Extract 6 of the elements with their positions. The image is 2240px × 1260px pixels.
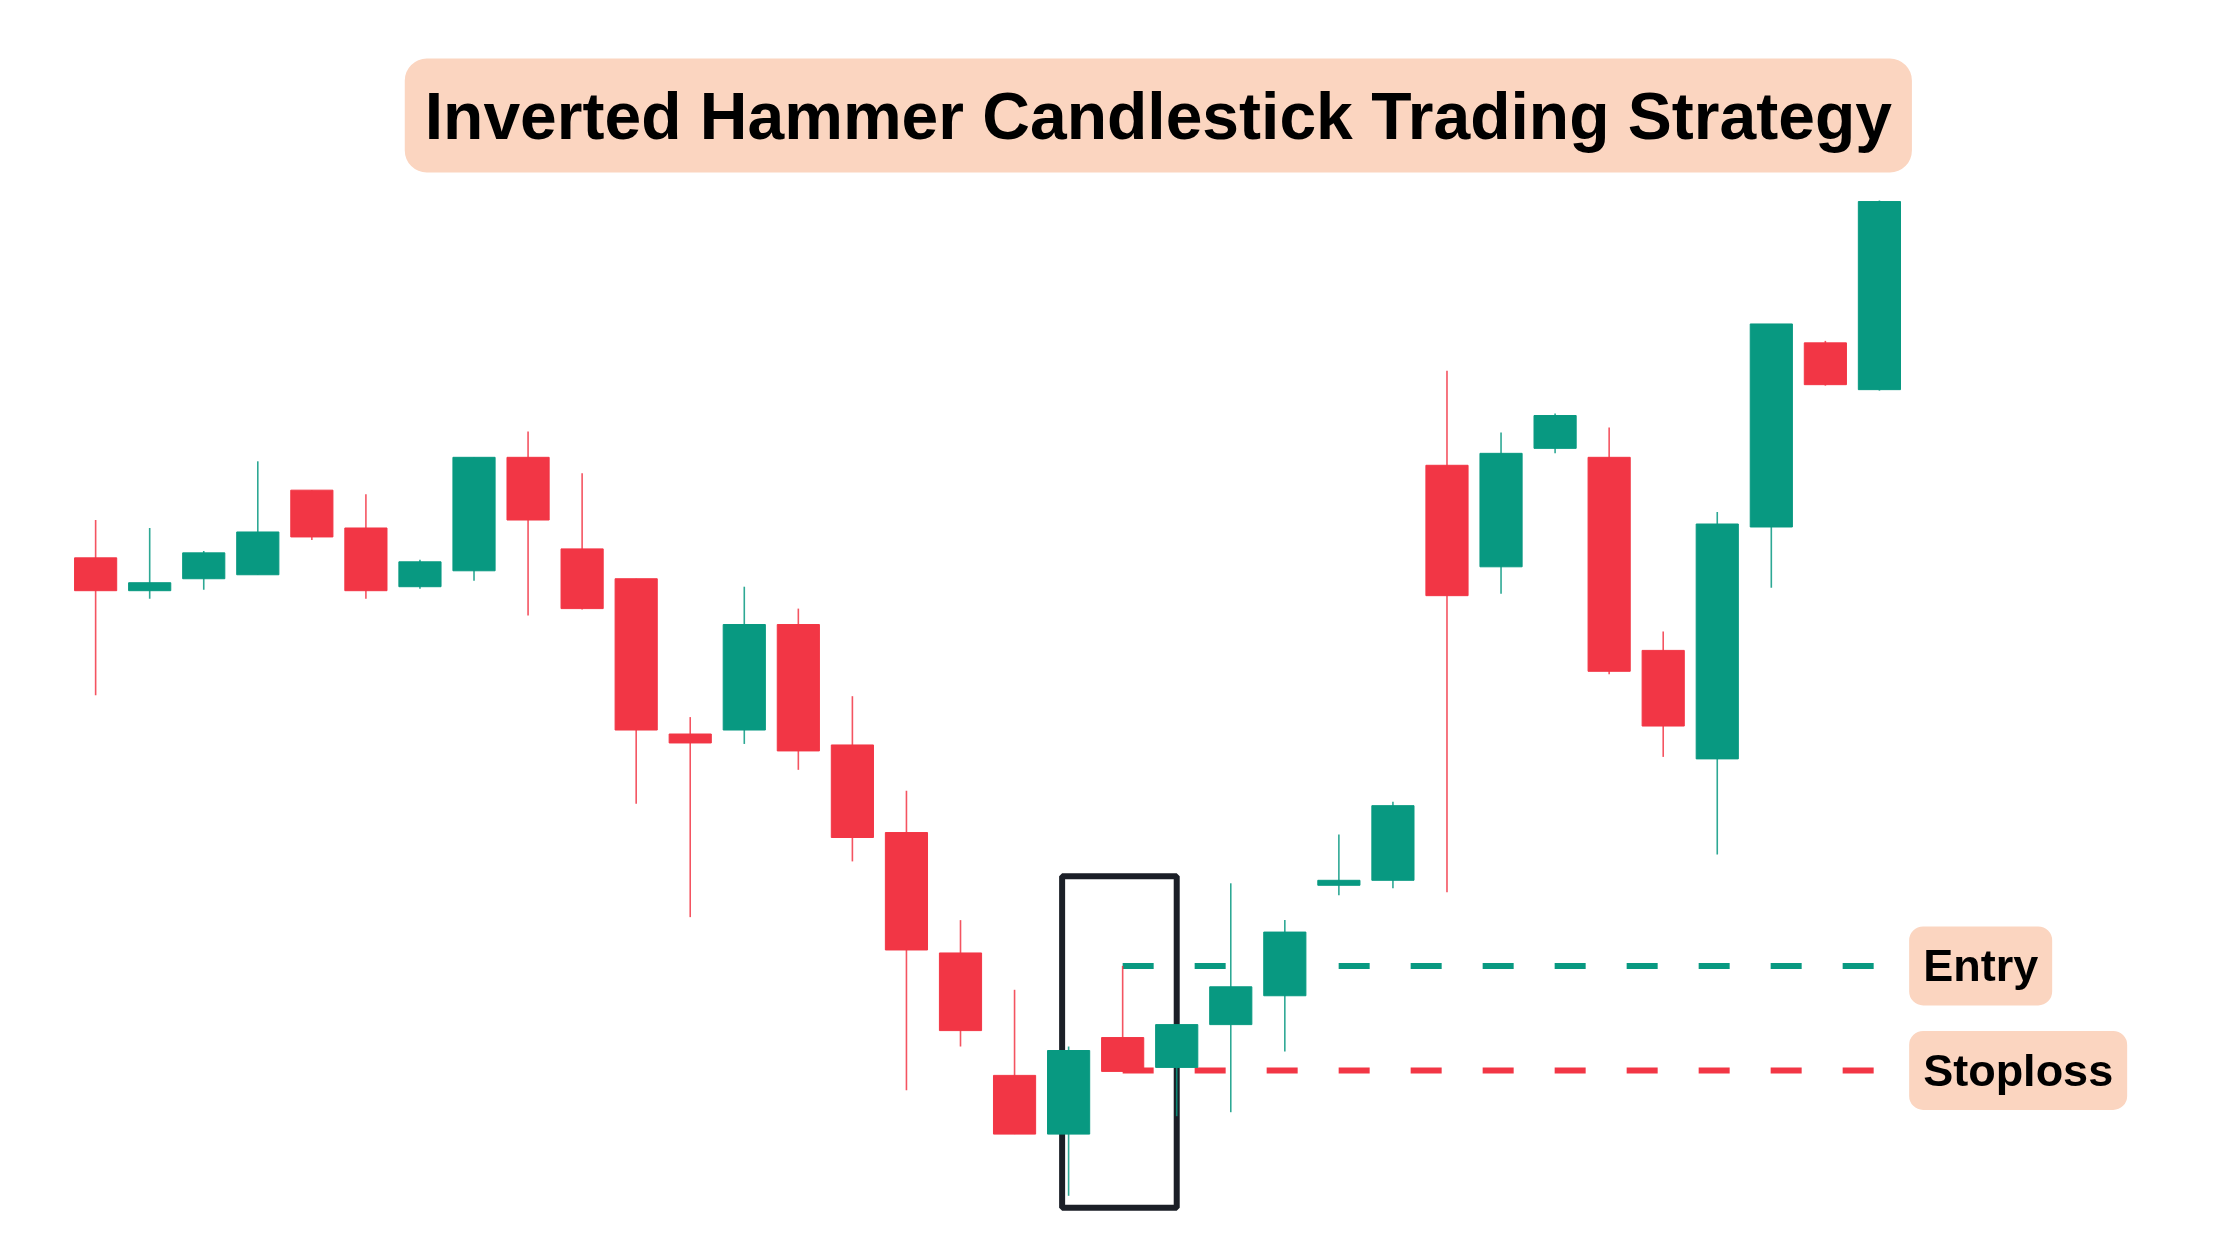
candlestick <box>128 527 172 600</box>
candlestick <box>668 716 712 918</box>
chart-title: Inverted Hammer Candlestick Trading Strategy <box>424 78 1893 153</box>
candlestick <box>1317 833 1361 897</box>
ref-line-label: Entry <box>1923 940 2039 992</box>
ref-line-label: Stoploss <box>1923 1044 2114 1096</box>
